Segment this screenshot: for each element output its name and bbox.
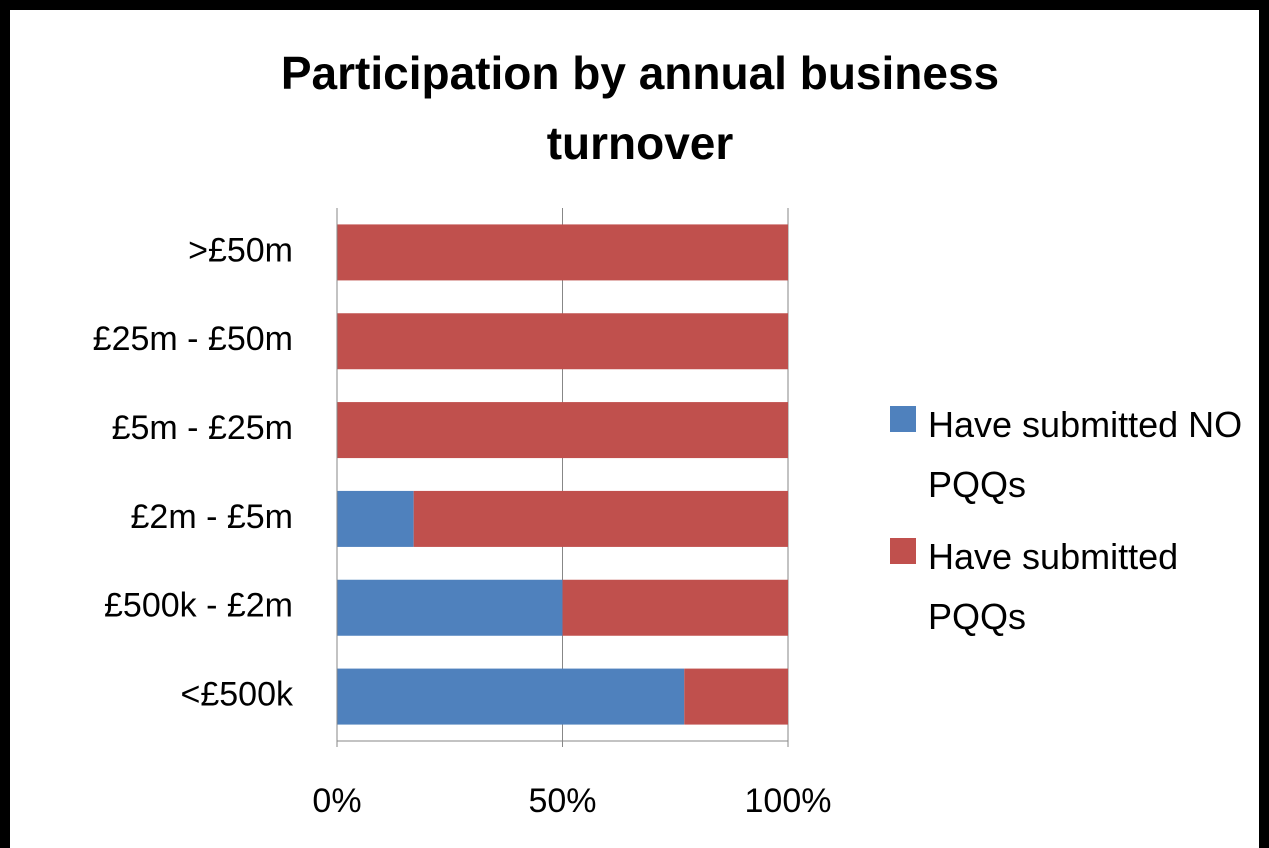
legend-label: Have submitted PQQs: [928, 536, 1179, 637]
legend-label: Have submitted NO PQQs: [928, 404, 1243, 505]
x-tick-label: 100%: [745, 782, 832, 820]
bar-segment: [337, 668, 685, 725]
bar-segment: [337, 579, 563, 636]
x-tick-label: 0%: [312, 782, 361, 820]
y-tick-label: £25m - £50m: [93, 320, 293, 358]
bar-segment: [562, 579, 788, 636]
bar-segment: [413, 490, 788, 547]
y-tick-label: >£50m: [188, 231, 293, 269]
bar-segment: [337, 490, 414, 547]
chart-title: Participation by annual business turnove…: [280, 47, 1000, 169]
legend-swatch: [890, 538, 916, 564]
y-tick-label: £5m - £25m: [112, 409, 293, 447]
x-tick-label: 50%: [528, 782, 596, 820]
bar-segment: [684, 668, 788, 725]
y-tick-label: £500k - £2m: [104, 587, 293, 625]
bar-segment: [337, 402, 788, 459]
legend-swatch: [890, 406, 916, 432]
y-tick-label: £2m - £5m: [131, 498, 294, 536]
y-tick-label: <£500k: [181, 676, 294, 714]
bar-segment: [337, 313, 788, 370]
bar-segment: [337, 224, 788, 281]
